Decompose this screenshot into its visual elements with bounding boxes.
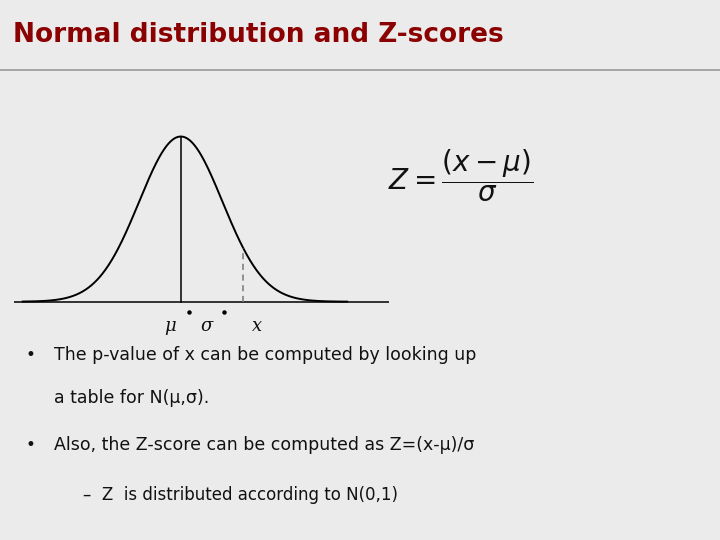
Text: Also, the Z-score can be computed as Z=(x-μ)/σ: Also, the Z-score can be computed as Z=(… <box>54 436 474 454</box>
Text: a table for N(μ,σ).: a table for N(μ,σ). <box>54 389 210 407</box>
Text: x: x <box>252 316 263 335</box>
Text: –  Z  is distributed according to N(0,1): – Z is distributed according to N(0,1) <box>83 486 397 504</box>
Text: μ: μ <box>164 316 176 335</box>
Text: $Z = \dfrac{\left(x - \mu\right)}{\sigma}$: $Z = \dfrac{\left(x - \mu\right)}{\sigma… <box>387 147 533 204</box>
Text: •: • <box>25 436 35 454</box>
Text: Normal distribution and Z-scores: Normal distribution and Z-scores <box>13 22 504 48</box>
Text: •: • <box>25 346 35 363</box>
Text: The p-value of x can be computed by looking up: The p-value of x can be computed by look… <box>54 346 477 363</box>
Text: σ: σ <box>200 316 212 335</box>
